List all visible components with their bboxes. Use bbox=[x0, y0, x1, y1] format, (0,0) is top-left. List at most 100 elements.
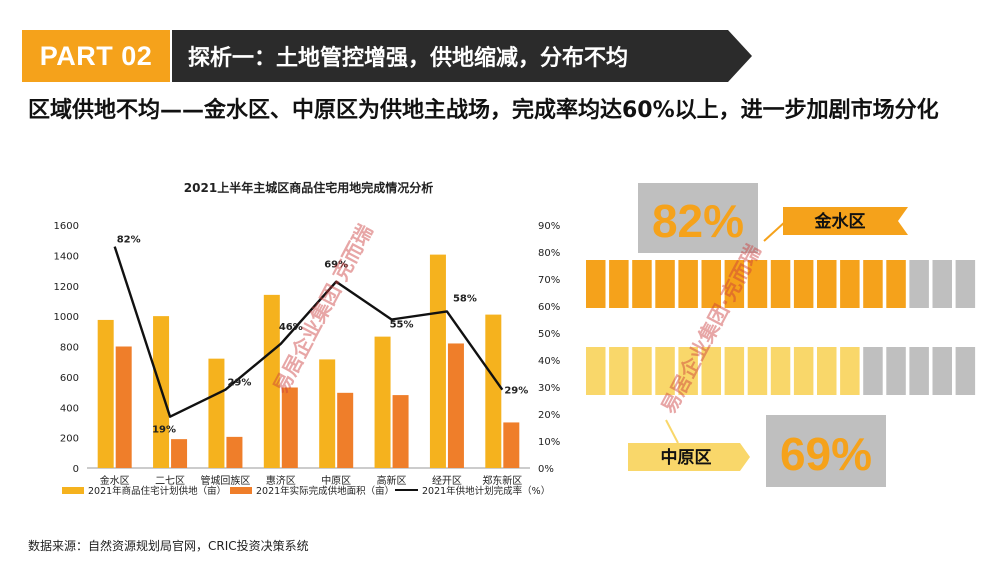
data-label-rate: 29% bbox=[227, 378, 251, 389]
rate-block-b bbox=[724, 347, 745, 395]
header-bar: PART 02 探析一：土地管控增强，供地缩减，分布不均 bbox=[22, 30, 752, 82]
y-right-tick-label: 0% bbox=[538, 464, 554, 475]
y-right-tick-label: 80% bbox=[538, 248, 560, 259]
rate-b-value: 69% bbox=[780, 428, 872, 480]
rate-block-b bbox=[655, 347, 675, 395]
bar-actual-supply bbox=[503, 422, 520, 468]
x-tick-label: 高新区 bbox=[377, 474, 407, 487]
y-left-tick-label: 800 bbox=[60, 343, 79, 354]
rate-box-a-bg bbox=[638, 183, 758, 253]
rate-block-b bbox=[701, 347, 721, 395]
bar-actual-supply bbox=[392, 395, 409, 468]
bar-actual-supply bbox=[115, 346, 132, 468]
rate-block-b bbox=[932, 347, 952, 395]
x-tick-label: 惠济区 bbox=[266, 474, 296, 487]
legend-swatch-actual bbox=[230, 487, 252, 494]
rate-block-a bbox=[701, 260, 721, 308]
completion-chart: 2021上半年主城区商品住宅用地完成情况分析 0 200 400 600 800 1000 1… bbox=[40, 170, 580, 510]
bar-actual-supply bbox=[226, 436, 243, 468]
line-completion-rate bbox=[113, 246, 504, 418]
bar-planned-supply bbox=[485, 314, 502, 468]
data-label-rate: 58% bbox=[453, 293, 477, 304]
rate-block-a bbox=[793, 260, 814, 308]
y-left-tick-label: 1600 bbox=[54, 221, 79, 232]
bar-planned-supply bbox=[263, 294, 280, 468]
y-right-tick-label: 30% bbox=[538, 383, 560, 394]
y-right-tick-label: 60% bbox=[538, 302, 560, 313]
bar-actual-supply bbox=[337, 392, 354, 468]
bar-planned-supply bbox=[97, 319, 114, 468]
rate-block-b bbox=[909, 347, 929, 395]
data-label-rate: 29% bbox=[504, 386, 528, 397]
rate-block-a bbox=[655, 260, 675, 308]
y-left-tick-label: 0 bbox=[73, 464, 79, 475]
data-label-rate: 46% bbox=[279, 322, 303, 333]
rate-block-a bbox=[747, 260, 768, 308]
rate-block-a bbox=[955, 260, 976, 308]
data-source: 数据来源：自然资源规划局官网，CRIC投资决策系统 bbox=[28, 539, 309, 553]
part-label: PART 02 bbox=[22, 30, 170, 82]
rate-block-b bbox=[955, 347, 976, 395]
rate-block-b bbox=[678, 347, 698, 395]
rate-infographic: 82% 金水区 中原区 69% 易居企业集团·克而瑞 bbox=[578, 175, 978, 495]
legend-label-rate: 2021年供地计划完成率（%） bbox=[422, 485, 550, 497]
x-tick-label: 二七区 bbox=[155, 475, 185, 487]
rate-block-a bbox=[678, 260, 698, 308]
x-tick-label: 中原区 bbox=[321, 474, 351, 487]
x-tick-label: 经开区 bbox=[432, 474, 462, 487]
header-arrow-bg bbox=[172, 30, 752, 82]
y-left-tick-label: 600 bbox=[60, 373, 79, 384]
x-tick-label: 金水区 bbox=[100, 474, 130, 487]
x-tick-label: 管城回族区 bbox=[200, 474, 250, 487]
district-b-pointer bbox=[665, 419, 679, 444]
rate-block-b bbox=[609, 347, 629, 395]
bar-planned-supply bbox=[208, 358, 225, 468]
legend-swatch-planned bbox=[62, 487, 84, 494]
legend-label-actual: 2021年实际完成供地面积（亩） bbox=[256, 485, 394, 497]
bar-actual-supply bbox=[281, 387, 298, 468]
rate-block-a bbox=[770, 260, 791, 308]
rate-block-b bbox=[632, 347, 652, 395]
rate-block-a bbox=[863, 260, 883, 308]
rate-block-a bbox=[817, 260, 837, 308]
district-a-pointer bbox=[763, 220, 787, 242]
rate-block-a bbox=[932, 260, 952, 308]
district-b-tag bbox=[628, 443, 750, 471]
data-label-rate: 69% bbox=[324, 260, 348, 271]
y-right-tick-label: 10% bbox=[538, 437, 560, 448]
bar-actual-supply bbox=[171, 439, 188, 468]
rate-block-a bbox=[909, 260, 929, 308]
rate-block-a bbox=[724, 260, 745, 308]
y-left-tick-label: 1200 bbox=[54, 282, 79, 293]
y-right-tick-label: 20% bbox=[538, 410, 560, 421]
rate-block-b bbox=[770, 347, 791, 395]
rate-block-b bbox=[586, 347, 606, 395]
rate-block-b bbox=[817, 347, 837, 395]
bar-planned-supply bbox=[319, 359, 336, 468]
x-tick-label: 郑东新区 bbox=[482, 474, 522, 487]
rate-block-b bbox=[863, 347, 883, 395]
y-left-tick-label: 400 bbox=[60, 403, 79, 414]
district-a-tag bbox=[783, 207, 908, 235]
bar-planned-supply bbox=[374, 336, 391, 468]
district-a-name: 金水区 bbox=[814, 211, 866, 232]
y-right-tick-label: 70% bbox=[538, 275, 560, 286]
data-label-rate: 55% bbox=[390, 320, 414, 331]
rate-block-a bbox=[586, 260, 606, 308]
rate-block-a bbox=[609, 260, 629, 308]
y-right-tick-label: 50% bbox=[538, 329, 560, 340]
data-label-rate: 82% bbox=[117, 235, 141, 246]
chart-title: 2021上半年主城区商品住宅用地完成情况分析 bbox=[184, 180, 433, 195]
y-left-tick-label: 1000 bbox=[54, 312, 79, 323]
rate-block-a bbox=[840, 260, 860, 308]
header-title: 探析一：土地管控增强，供地缩减，分布不均 bbox=[188, 46, 629, 71]
rate-block-a bbox=[886, 260, 906, 308]
rate-box-b-bg bbox=[766, 415, 886, 487]
district-b-name: 中原区 bbox=[661, 447, 712, 468]
rate-block-b bbox=[747, 347, 768, 395]
rate-block-b bbox=[886, 347, 906, 395]
slide-subtitle: 区域供地不均——金水区、中原区为供地主战场，完成率均达60%以上，进一步加剧市场… bbox=[28, 98, 939, 123]
rate-block-b bbox=[840, 347, 860, 395]
y-right-tick-label: 90% bbox=[538, 221, 560, 232]
